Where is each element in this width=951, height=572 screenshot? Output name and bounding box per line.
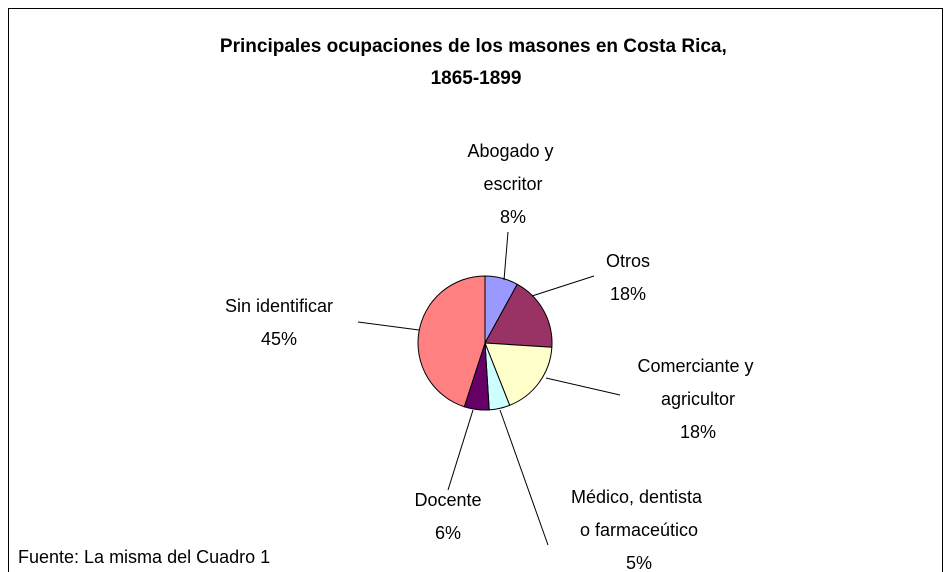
slice-value-label: 45% bbox=[261, 329, 297, 349]
slice-label: Docente bbox=[414, 490, 481, 510]
slice-value-label: 8% bbox=[500, 207, 526, 227]
slice-label: Otros bbox=[606, 251, 650, 271]
slice-value-label: 5% bbox=[626, 553, 652, 572]
leader-line bbox=[545, 377, 621, 396]
slice-label: Médico, dentista o farmaceútico bbox=[571, 487, 707, 540]
pie-slice bbox=[484, 283, 553, 348]
slice-label: Abogado y escritor bbox=[467, 141, 558, 194]
slice-value-label: 18% bbox=[610, 284, 646, 304]
source-note: Fuente: La misma del Cuadro 1 bbox=[18, 547, 270, 567]
leader-line bbox=[447, 409, 474, 491]
pie-slice bbox=[417, 275, 486, 408]
slice-label: Sin identificar bbox=[225, 296, 333, 316]
leader-line bbox=[357, 321, 420, 331]
leader-line bbox=[531, 275, 595, 297]
slice-label: Comerciante y agricultor bbox=[637, 356, 758, 409]
leader-line bbox=[499, 409, 549, 546]
slice-value-label: 6% bbox=[435, 523, 461, 543]
pie-slice bbox=[484, 342, 553, 406]
chart-title: Principales ocupaciones de los masones e… bbox=[220, 36, 732, 89]
slice-value-label: 18% bbox=[680, 422, 716, 442]
leader-line bbox=[503, 231, 509, 281]
